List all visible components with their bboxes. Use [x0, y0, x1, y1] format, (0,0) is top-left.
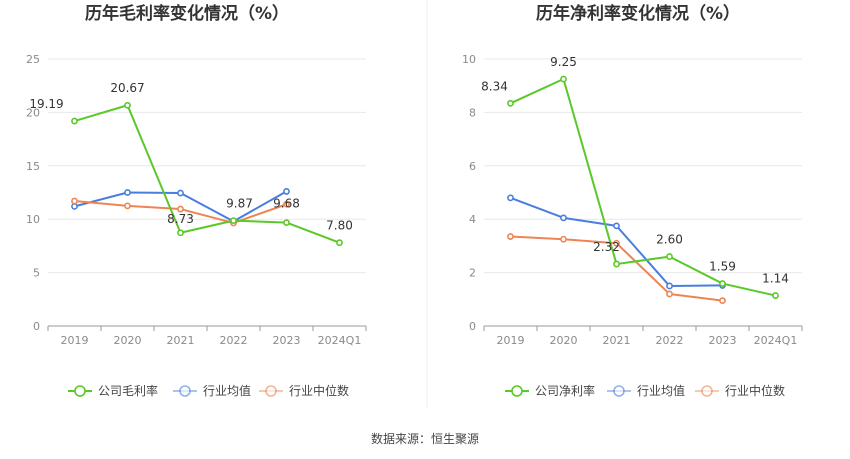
data-point	[560, 214, 567, 222]
data-label: 9.68	[273, 197, 300, 211]
x-tick-label: 2023	[709, 334, 737, 347]
x-tick-label: 2021	[167, 334, 195, 347]
data-point	[124, 189, 131, 196]
legend-swatch-marker	[265, 385, 277, 397]
y-tick-label: 5	[33, 267, 40, 280]
data-point	[124, 101, 131, 109]
data-point	[507, 194, 514, 202]
data-label: 9.25	[550, 55, 577, 69]
data-point	[177, 229, 184, 237]
y-tick-label: 0	[469, 320, 476, 333]
y-tick-label: 8	[469, 106, 476, 119]
data-point	[560, 235, 567, 243]
x-tick-label: 2024Q1	[318, 334, 362, 347]
x-tick-label: 2020	[114, 334, 142, 347]
y-tick-label: 4	[469, 213, 476, 226]
legend-label: 公司净利率	[535, 383, 595, 398]
y-tick-label: 0	[33, 320, 40, 333]
data-point	[71, 197, 78, 205]
data-label: 8.73	[167, 212, 194, 226]
data-point	[177, 205, 184, 213]
chart-title: 历年净利率变化情况（%）	[536, 3, 740, 24]
data-source: 数据来源：恒生聚源	[371, 431, 479, 446]
y-tick-label: 20	[26, 106, 40, 119]
data-point	[613, 260, 620, 268]
legend-label: 行业中位数	[289, 383, 349, 398]
legend-swatch-marker	[613, 385, 625, 397]
data-label: 1.14	[762, 272, 789, 286]
series-line	[510, 78, 776, 297]
x-tick-label: 2020	[550, 334, 578, 347]
legend-swatch-marker	[511, 385, 523, 397]
gross-margin-chart: 历年毛利率变化情况（%） 0 5 10 15 20 25 2019 2020 2021 2022 20…	[26, 3, 367, 398]
legend-item: 公司毛利率	[68, 383, 158, 398]
data-point	[283, 188, 290, 195]
data-point	[666, 253, 673, 260]
y-tick-label: 2	[469, 267, 476, 280]
y-tick-label: 15	[26, 160, 40, 173]
net-margin-chart: 历年净利率变化情况（%） 0 2 4 6 8 10 2019 2020 2021 2022 2023 2…	[462, 3, 803, 398]
legend-swatch-marker	[701, 385, 713, 397]
legend-label: 行业中位数	[725, 383, 785, 398]
data-point	[613, 222, 620, 230]
x-tick-label: 2023	[273, 334, 301, 347]
data-label: 8.34	[481, 79, 508, 93]
legend-item: 行业均值	[607, 383, 685, 398]
legend-item: 行业均值	[173, 383, 251, 398]
data-label: 9.87	[226, 197, 253, 211]
data-point	[124, 202, 131, 210]
data-label: 1.59	[709, 260, 736, 274]
legend-label: 行业均值	[637, 383, 685, 398]
legend-swatch-marker	[74, 385, 86, 397]
x-tick-label: 2024Q1	[754, 334, 798, 347]
data-label: 2.60	[656, 233, 683, 247]
legend-swatch-marker	[179, 385, 191, 397]
x-tick-label: 2021	[603, 334, 631, 347]
x-tick-label: 2022	[220, 334, 248, 347]
data-point	[507, 233, 514, 240]
legend-label: 公司毛利率	[98, 383, 158, 398]
data-label: 19.19	[29, 97, 63, 111]
data-point	[560, 75, 567, 83]
x-tick-label: 2019	[497, 334, 525, 347]
data-point	[613, 239, 620, 247]
data-point	[666, 290, 673, 298]
data-label: 20.67	[110, 81, 144, 95]
data-label: 2.32	[593, 240, 620, 254]
data-point	[507, 99, 514, 107]
y-tick-label: 10	[26, 213, 40, 226]
data-point	[772, 292, 779, 299]
data-point	[666, 282, 673, 290]
legend-item: 行业中位数	[695, 383, 785, 398]
series-line	[74, 104, 340, 244]
legend-item: 公司净利率	[505, 383, 595, 398]
data-point	[283, 219, 290, 227]
data-point	[177, 189, 184, 197]
legend-label: 行业均值	[203, 383, 251, 398]
data-point	[336, 239, 343, 247]
data-point	[230, 217, 237, 224]
y-tick-label: 25	[26, 53, 40, 66]
x-tick-label: 2022	[656, 334, 684, 347]
y-tick-label: 6	[469, 160, 476, 173]
data-label: 7.80	[326, 219, 353, 233]
legend-item: 行业中位数	[259, 383, 349, 398]
data-point	[719, 297, 726, 305]
chart-title: 历年毛利率变化情况（%）	[85, 3, 289, 24]
y-tick-label: 10	[462, 53, 476, 66]
data-point	[719, 280, 726, 287]
data-point	[283, 200, 290, 208]
data-point	[71, 202, 78, 210]
x-tick-label: 2019	[61, 334, 89, 347]
data-point	[71, 117, 78, 125]
